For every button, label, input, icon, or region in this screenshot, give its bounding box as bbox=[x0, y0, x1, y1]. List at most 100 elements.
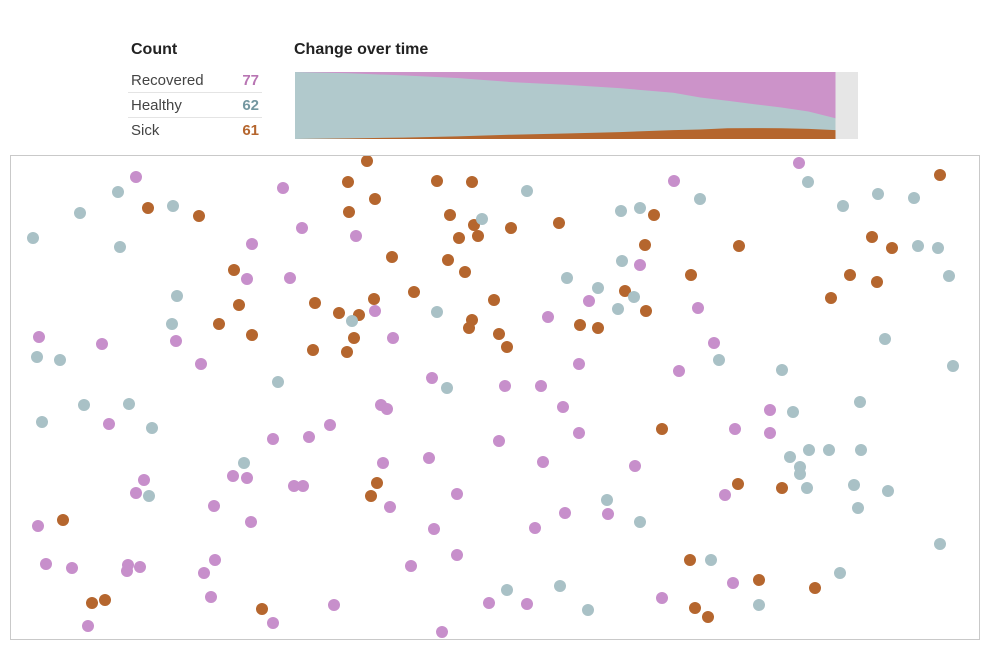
dot-healthy bbox=[521, 185, 533, 197]
dot-sick bbox=[453, 232, 465, 244]
count-label-sick: Sick bbox=[131, 121, 160, 139]
dot-recovered bbox=[426, 372, 438, 384]
dot-recovered bbox=[377, 457, 389, 469]
dot-sick bbox=[444, 209, 456, 221]
dot-recovered bbox=[350, 230, 362, 242]
dot-recovered bbox=[134, 561, 146, 573]
count-row-healthy: Healthy 62 bbox=[128, 93, 262, 118]
dot-recovered bbox=[428, 523, 440, 535]
count-value-sick: 61 bbox=[242, 121, 259, 139]
dot-healthy bbox=[934, 538, 946, 550]
dot-sick bbox=[57, 514, 69, 526]
dot-sick bbox=[505, 222, 517, 234]
dot-recovered bbox=[33, 331, 45, 343]
dot-healthy bbox=[794, 468, 806, 480]
dot-recovered bbox=[535, 380, 547, 392]
dot-healthy bbox=[872, 188, 884, 200]
dot-healthy bbox=[143, 490, 155, 502]
dot-sick bbox=[592, 322, 604, 334]
dot-recovered bbox=[241, 273, 253, 285]
dot-healthy bbox=[753, 599, 765, 611]
dot-healthy bbox=[848, 479, 860, 491]
dot-recovered bbox=[668, 175, 680, 187]
dot-healthy bbox=[601, 494, 613, 506]
dot-recovered bbox=[405, 560, 417, 572]
dot-healthy bbox=[713, 354, 725, 366]
dot-recovered bbox=[241, 472, 253, 484]
dot-recovered bbox=[708, 337, 720, 349]
dot-sick bbox=[553, 217, 565, 229]
dot-sick bbox=[488, 294, 500, 306]
dot-healthy bbox=[787, 406, 799, 418]
dot-healthy bbox=[112, 186, 124, 198]
dot-healthy bbox=[803, 444, 815, 456]
dot-healthy bbox=[431, 306, 443, 318]
dot-healthy bbox=[554, 580, 566, 592]
dot-recovered bbox=[328, 599, 340, 611]
dot-recovered bbox=[673, 365, 685, 377]
dot-sick bbox=[732, 478, 744, 490]
simulation-area bbox=[10, 155, 980, 640]
dot-healthy bbox=[561, 272, 573, 284]
count-value-healthy: 62 bbox=[242, 96, 259, 114]
dot-recovered bbox=[451, 549, 463, 561]
dot-recovered bbox=[573, 358, 585, 370]
dot-sick bbox=[442, 254, 454, 266]
dot-recovered bbox=[423, 452, 435, 464]
dot-sick bbox=[702, 611, 714, 623]
dot-sick bbox=[886, 242, 898, 254]
dot-healthy bbox=[882, 485, 894, 497]
change-over-time-streamgraph bbox=[295, 72, 858, 139]
dot-sick bbox=[309, 297, 321, 309]
dot-sick bbox=[342, 176, 354, 188]
dot-recovered bbox=[764, 427, 776, 439]
dot-sick bbox=[246, 329, 258, 341]
dot-sick bbox=[776, 482, 788, 494]
dot-sick bbox=[466, 176, 478, 188]
dot-recovered bbox=[324, 419, 336, 431]
dot-sick bbox=[685, 269, 697, 281]
dot-sick bbox=[368, 293, 380, 305]
dot-healthy bbox=[855, 444, 867, 456]
dot-sick bbox=[333, 307, 345, 319]
dot-healthy bbox=[146, 422, 158, 434]
dot-healthy bbox=[634, 202, 646, 214]
dot-recovered bbox=[557, 401, 569, 413]
dot-healthy bbox=[612, 303, 624, 315]
dot-healthy bbox=[31, 351, 43, 363]
count-row-recovered: Recovered 77 bbox=[128, 68, 262, 93]
dot-recovered bbox=[573, 427, 585, 439]
dot-healthy bbox=[78, 399, 90, 411]
dot-recovered bbox=[277, 182, 289, 194]
dot-healthy bbox=[54, 354, 66, 366]
dot-recovered bbox=[521, 598, 533, 610]
count-label-healthy: Healthy bbox=[131, 96, 182, 114]
dot-healthy bbox=[501, 584, 513, 596]
dot-sick bbox=[386, 251, 398, 263]
dot-recovered bbox=[602, 508, 614, 520]
dot-recovered bbox=[764, 404, 776, 416]
dot-recovered bbox=[583, 295, 595, 307]
dot-healthy bbox=[852, 502, 864, 514]
dot-healthy bbox=[802, 176, 814, 188]
dot-sick bbox=[361, 156, 373, 167]
dot-recovered bbox=[32, 520, 44, 532]
dot-recovered bbox=[529, 522, 541, 534]
dot-sick bbox=[825, 292, 837, 304]
dot-recovered bbox=[170, 335, 182, 347]
dot-healthy bbox=[441, 382, 453, 394]
dot-sick bbox=[574, 319, 586, 331]
dot-recovered bbox=[656, 592, 668, 604]
dot-sick bbox=[348, 332, 360, 344]
area-healthy bbox=[295, 72, 836, 139]
dot-healthy bbox=[123, 398, 135, 410]
dot-recovered bbox=[436, 626, 448, 638]
simulation-dots bbox=[27, 156, 959, 638]
dot-sick bbox=[934, 169, 946, 181]
dot-sick bbox=[866, 231, 878, 243]
dot-recovered bbox=[793, 157, 805, 169]
streamgraph-svg bbox=[295, 72, 836, 139]
dot-sick bbox=[493, 328, 505, 340]
dot-sick bbox=[809, 582, 821, 594]
dot-healthy bbox=[943, 270, 955, 282]
